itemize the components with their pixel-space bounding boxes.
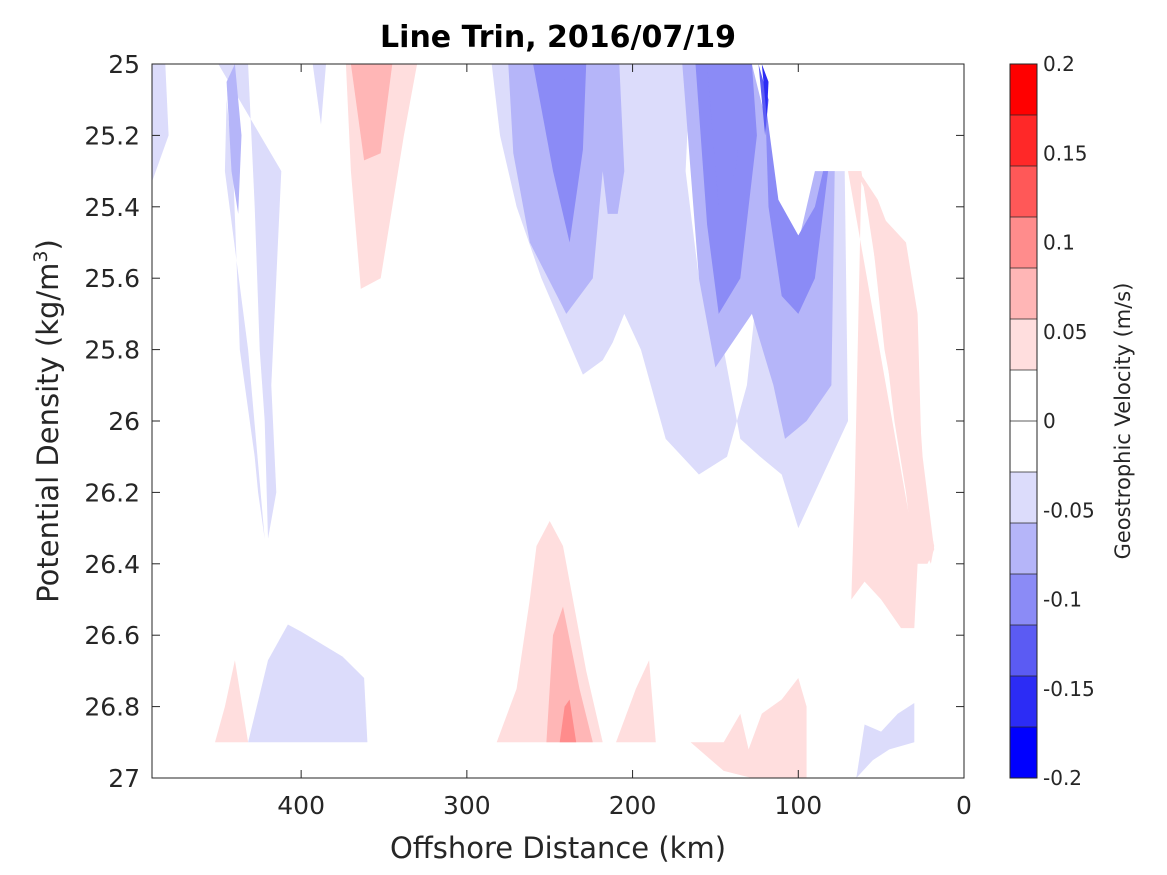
contour-region-19 [248, 624, 368, 743]
colorbar-band-1 [1010, 115, 1037, 167]
y-tick-label-4: 25.8 [84, 336, 140, 365]
x-tick-label-2: 200 [609, 791, 657, 820]
y-axis-label: Potential Density (kg/m3) [30, 239, 65, 603]
contour-region-26 [856, 703, 915, 778]
contour-region-13 [758, 64, 769, 136]
colorbar-tick-label-7: -0.15 [1043, 677, 1095, 701]
y-tick-label-3: 25.6 [84, 264, 140, 293]
contour-region-11 [765, 99, 829, 314]
x-axis-ticks: 400 300 200 100 0 [277, 64, 972, 820]
colorbar-tick-label-2: 0.1 [1043, 231, 1075, 255]
colorbar-band-5 [1010, 319, 1037, 371]
contour-region-8 [549, 64, 567, 100]
colorbar-band-13 [1010, 727, 1037, 779]
plot-area: 400 300 200 100 0 25 25.2 25.4 25.6 25.8 26 26.2 26… [84, 50, 972, 820]
y-tick-label-2: 25.4 [84, 193, 140, 222]
y-axis-label-text: Potential Density (kg/m [31, 263, 65, 603]
contour-region-3 [226, 64, 242, 214]
colorbar-band-4 [1010, 268, 1037, 320]
x-tick-label-3: 100 [774, 791, 822, 820]
contour-region-0 [152, 64, 169, 182]
contour-region-18 [848, 171, 935, 564]
colorbar-band-7 [1010, 421, 1037, 473]
colorbar-band-0 [1010, 64, 1037, 116]
y-axis-ticks: 25 25.2 25.4 25.6 25.8 26 26.2 26.4 26.6 26.8 27 [84, 50, 964, 793]
colorbar-tick-label-5: -0.05 [1043, 498, 1095, 522]
contour-region-2 [224, 99, 265, 539]
colorbar-band-2 [1010, 166, 1037, 218]
colorbar-band-9 [1010, 523, 1037, 575]
colorbar-band-11 [1010, 625, 1037, 677]
y-axis-label-close: ) [31, 239, 65, 250]
colorbar-bands [1010, 64, 1037, 779]
colorbar-tick-label-6: -0.1 [1043, 588, 1082, 612]
contour-region-14 [761, 64, 769, 118]
x-tick-label-0: 400 [277, 791, 325, 820]
contour-region-25 [690, 678, 807, 778]
colorbar-tick-label-0: 0.2 [1043, 52, 1075, 76]
contour-region-22 [546, 606, 593, 743]
colorbar-tick-label-3: 0.05 [1043, 320, 1088, 344]
contour-region-24 [616, 660, 656, 743]
y-tick-label-7: 26.4 [84, 550, 140, 579]
y-tick-label-9: 26.8 [84, 693, 140, 722]
contour-region-16 [350, 64, 393, 161]
contour-region-20 [215, 660, 249, 743]
colorbar-label: Geostrophic Velocity (m/s) [1111, 283, 1135, 560]
y-tick-label-10: 27 [108, 764, 140, 793]
contour-region-12 [707, 64, 749, 207]
y-tick-label-5: 26 [108, 407, 140, 436]
contour-region-23 [559, 699, 577, 743]
colorbar-frame [1009, 63, 1038, 779]
contour-region-1 [218, 64, 282, 539]
y-tick-label-8: 26.6 [84, 621, 140, 650]
colorbar-band-6 [1010, 370, 1037, 422]
colorbar-ticks: 0.2 0.15 0.1 0.05 0 -0.05 -0.1 -0.15 -0.2 [1043, 52, 1095, 790]
contour-regions [152, 64, 935, 778]
colorbar-tick-label-1: 0.15 [1043, 141, 1088, 165]
colorbar-band-8 [1010, 472, 1037, 524]
y-axis-label-superscript: 3 [30, 250, 52, 262]
x-axis-label: Offshore Distance (km) [390, 831, 726, 865]
colorbar-band-3 [1010, 217, 1037, 269]
colorbar-tick-label-4: 0 [1043, 409, 1056, 433]
colorbar-band-10 [1010, 574, 1037, 626]
contour-region-7 [533, 64, 587, 243]
colorbar-tick-label-8: -0.2 [1043, 766, 1082, 790]
chart-title: Line Trin, 2016/07/19 [380, 20, 736, 55]
y-tick-label-0: 25 [108, 50, 140, 79]
colorbar: 0.2 0.15 0.1 0.05 0 -0.05 -0.1 -0.15 -0.2 Geostr… [1009, 52, 1135, 790]
x-tick-label-1: 300 [443, 791, 491, 820]
y-tick-label-6: 26.2 [84, 478, 140, 507]
contour-region-4 [312, 64, 326, 125]
x-tick-label-4: 0 [956, 791, 972, 820]
colorbar-band-12 [1010, 676, 1037, 728]
y-tick-label-1: 25.2 [84, 121, 140, 150]
